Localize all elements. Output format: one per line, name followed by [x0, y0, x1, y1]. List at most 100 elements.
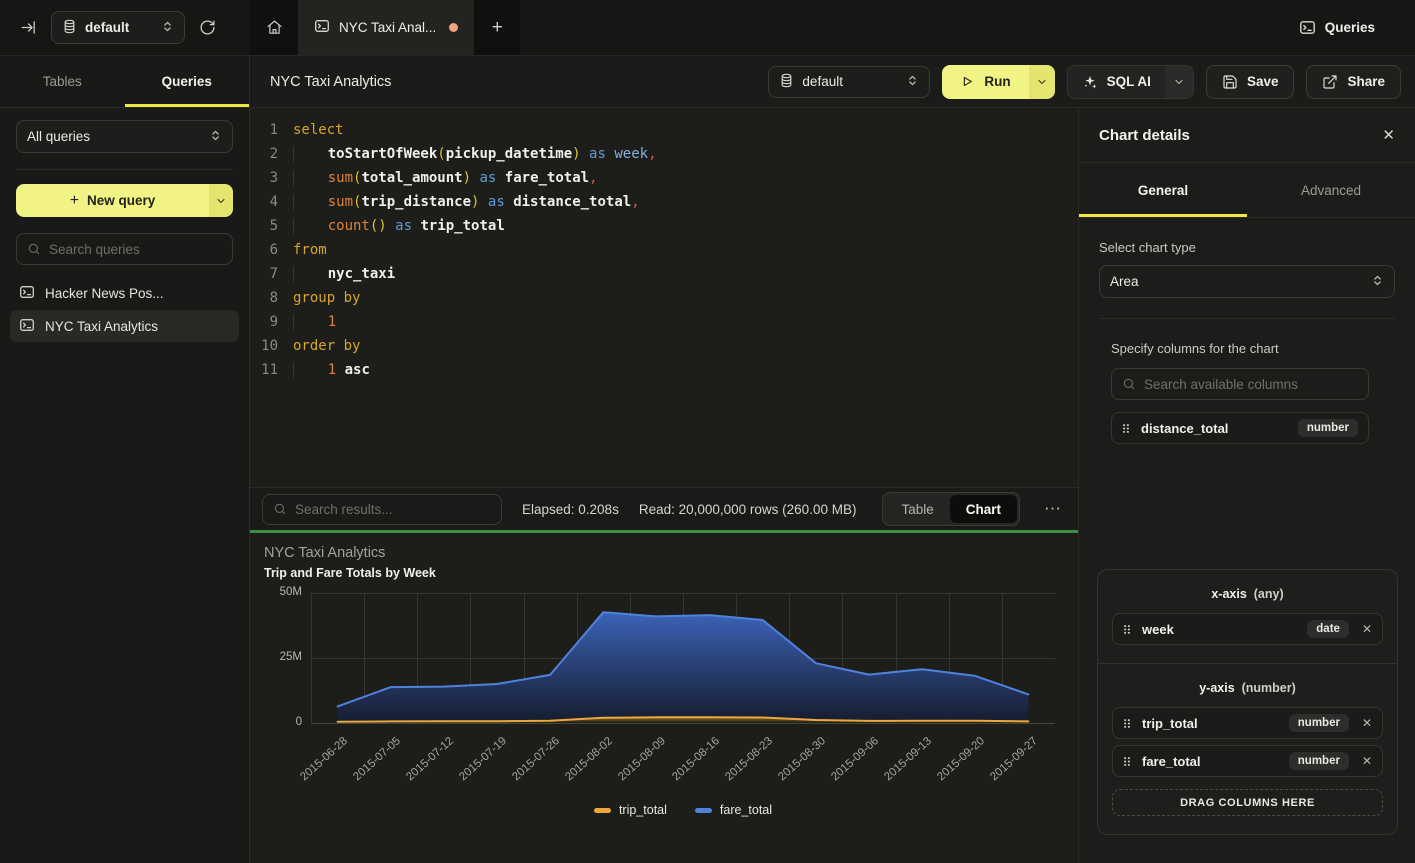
column-type-badge: date	[1307, 620, 1349, 638]
chevron-updown-icon	[906, 74, 919, 90]
remove-column-icon[interactable]: ✕	[1361, 622, 1372, 636]
sql-ai-main[interactable]: SQL AI	[1068, 66, 1165, 98]
divider	[16, 169, 233, 170]
remove-column-icon[interactable]: ✕	[1361, 716, 1372, 730]
more-options-icon[interactable]: ⋯	[1044, 499, 1062, 518]
view-chart[interactable]: Chart	[949, 495, 1017, 523]
refresh-icon[interactable]	[199, 19, 216, 36]
x-axis-label: 2015-08-16	[669, 735, 722, 784]
y-axis-label: 0	[295, 716, 302, 728]
main-area: 1 select 2 toStartOfWeek(pickup_datetime) …	[250, 108, 1078, 863]
drag-handle-icon[interactable]	[1121, 754, 1133, 769]
columns-search[interactable]	[1111, 368, 1369, 400]
code-text: select	[293, 122, 344, 138]
new-tab-button[interactable]: +	[491, 16, 503, 38]
x-axis-label: 2015-07-26	[510, 735, 563, 784]
home-tab[interactable]	[250, 0, 298, 55]
tab-nyc-taxi-analytics[interactable]: NYC Taxi Anal...	[298, 0, 475, 55]
terminal-icon	[1299, 21, 1315, 34]
x-axis-label: 2015-07-05	[350, 735, 403, 784]
run-options-dropdown[interactable]	[1028, 64, 1055, 99]
chart-type-section: Select chart type Area	[1079, 218, 1415, 298]
tab-advanced[interactable]: Advanced	[1247, 163, 1415, 217]
sidebar-item-query[interactable]: NYC Taxi Analytics	[10, 310, 239, 342]
drag-handle-icon[interactable]	[1120, 421, 1132, 436]
close-icon[interactable]: ✕	[1382, 127, 1395, 144]
column-chip-distance_total[interactable]: distance_total number	[1111, 412, 1369, 444]
main-column: NYC Taxi Analytics default Run	[250, 56, 1415, 863]
drag-handle-icon[interactable]	[1121, 622, 1133, 637]
line-number: 10	[261, 338, 278, 354]
column-chip-trip_total[interactable]: trip_total number ✕	[1112, 707, 1383, 739]
code-line: 9 1	[256, 310, 1078, 334]
sql-ai-button[interactable]: SQL AI	[1066, 64, 1194, 99]
save-button[interactable]: Save	[1205, 64, 1295, 99]
queries-nav[interactable]: Queries	[1299, 0, 1415, 55]
drag-handle-icon[interactable]	[1121, 716, 1133, 731]
legend-item-trip_total[interactable]: trip_total	[593, 803, 667, 817]
column-chip-week[interactable]: week date ✕	[1112, 613, 1383, 645]
panel-body: Select chart type Area Specify columns f…	[1079, 218, 1415, 863]
query-filter-select[interactable]: All queries	[16, 120, 233, 153]
terminal-icon	[314, 18, 330, 37]
code-line: 7 nyc_taxi	[256, 262, 1078, 286]
run-button-main[interactable]: Run	[942, 64, 1029, 99]
drop-zone[interactable]: DRAG COLUMNS HERE	[1112, 789, 1383, 816]
code-line: 1 select	[256, 118, 1078, 142]
chart-type-select[interactable]: Area	[1099, 265, 1395, 298]
new-query-dropdown[interactable]	[209, 184, 233, 217]
plus-icon: +	[69, 191, 80, 209]
chevron-down-icon	[1175, 79, 1183, 84]
chevron-down-icon	[217, 198, 225, 203]
code-line: 3 sum(total_amount) as fare_total,	[256, 166, 1078, 190]
x-axis-label: 2015-09-06	[829, 735, 882, 784]
database-selector[interactable]: default	[51, 11, 185, 44]
column-chip-fare_total[interactable]: fare_total number ✕	[1112, 745, 1383, 777]
results-search[interactable]	[262, 493, 502, 525]
sidebar-tab-queries[interactable]: Queries	[125, 56, 250, 107]
collapse-sidebar-icon[interactable]	[20, 19, 37, 36]
search-icon	[274, 503, 286, 515]
remove-column-icon[interactable]: ✕	[1361, 754, 1372, 768]
x-axis-label: 2015-08-23	[722, 735, 775, 784]
query-search-input[interactable]	[49, 241, 222, 257]
code-text: sum(total_amount) as fare_total,	[293, 166, 598, 190]
run-button[interactable]: Run	[942, 64, 1055, 99]
share-button[interactable]: Share	[1306, 64, 1401, 99]
sql-ai-dropdown[interactable]	[1164, 65, 1193, 98]
save-label: Save	[1246, 74, 1279, 89]
code-text: count() as trip_total	[293, 214, 505, 238]
query-search[interactable]	[16, 233, 233, 265]
new-query-main[interactable]: + New query	[16, 184, 209, 217]
code-text: 1	[293, 310, 336, 334]
view-table[interactable]: Table	[885, 495, 949, 523]
sql-editor[interactable]: 1 select 2 toStartOfWeek(pickup_datetime) …	[250, 108, 1078, 487]
code-text: 1 asc	[293, 358, 370, 382]
code-line: 11 1 asc	[256, 358, 1078, 382]
sidebar-tab-tables[interactable]: Tables	[0, 56, 125, 107]
legend-item-fare_total[interactable]: fare_total	[694, 803, 772, 817]
results-search-input[interactable]	[295, 501, 491, 517]
sidebar: Tables Queries All queries + New query	[0, 56, 250, 863]
tab-label: Advanced	[1300, 182, 1362, 198]
run-label: Run	[984, 74, 1011, 89]
sql-ai-label: SQL AI	[1106, 74, 1151, 89]
column-type-badge: number	[1288, 714, 1349, 732]
columns-search-input[interactable]	[1144, 376, 1358, 392]
tab-general[interactable]: General	[1079, 163, 1247, 217]
divider	[1099, 318, 1395, 319]
new-query-button[interactable]: + New query	[16, 184, 233, 217]
y-axis-chips: trip_total number ✕ fare_total number ✕	[1112, 707, 1383, 777]
query-toolbar: NYC Taxi Analytics default Run	[250, 56, 1415, 108]
panel-header: Chart details ✕	[1079, 108, 1415, 163]
line-number: 7	[269, 266, 278, 282]
chevron-updown-icon	[209, 129, 222, 145]
column-type-badge: number	[1288, 752, 1349, 770]
chart-type-label: Select chart type	[1099, 240, 1196, 255]
chart-title: NYC Taxi Analytics	[264, 545, 386, 561]
run-database-selector[interactable]: default	[768, 65, 931, 98]
code-line: 10 order by	[256, 334, 1078, 358]
sidebar-tab-label: Queries	[161, 74, 212, 89]
sidebar-item-query[interactable]: Hacker News Pos...	[10, 277, 239, 309]
code-text: group by	[293, 290, 361, 306]
